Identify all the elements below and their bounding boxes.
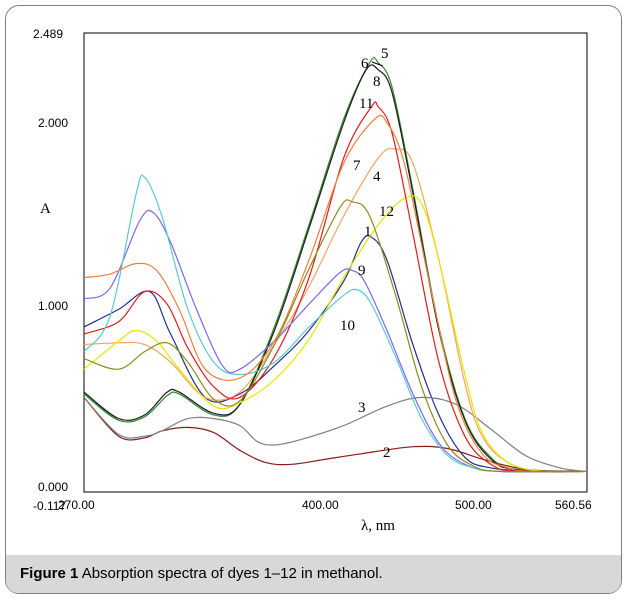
series-line-1 bbox=[83, 234, 587, 473]
caption-label: Figure 1 bbox=[20, 565, 79, 582]
curve-label-6: 6 bbox=[361, 56, 369, 72]
x-tick-label: 270.00 bbox=[58, 498, 95, 512]
curve-label-11: 11 bbox=[359, 96, 373, 112]
curve-label-8: 8 bbox=[373, 74, 381, 90]
curve-label-9: 9 bbox=[358, 263, 366, 279]
figure-caption: Figure 1 Absorption spectra of dyes 1–12… bbox=[20, 565, 383, 582]
y-axis-label: A bbox=[40, 201, 51, 217]
y-tick-label: 2.489 bbox=[33, 27, 63, 41]
curve-label-5: 5 bbox=[381, 46, 389, 62]
plot-frame bbox=[83, 32, 588, 493]
x-tick-label: 500.00 bbox=[455, 498, 492, 512]
y-tick-label: 2.000 bbox=[38, 116, 68, 130]
y-tick-label: -0.117 bbox=[33, 499, 66, 513]
curve-label-10: 10 bbox=[340, 318, 355, 334]
series-line-10 bbox=[83, 174, 587, 473]
series-line-12 bbox=[83, 199, 587, 473]
series-line-6 bbox=[83, 64, 587, 472]
curve-label-12: 12 bbox=[379, 204, 394, 220]
series-line-5 bbox=[83, 56, 587, 472]
x-tick-label: 400.00 bbox=[302, 498, 339, 512]
curve-label-1: 1 bbox=[364, 224, 372, 240]
curve-label-4: 4 bbox=[373, 169, 381, 185]
curve-label-6-leader bbox=[371, 61, 384, 67]
x-axis-label: λ, nm bbox=[361, 518, 395, 534]
series-line-2 bbox=[83, 397, 587, 473]
series-line-4 bbox=[83, 147, 587, 473]
figure-frame bbox=[5, 5, 622, 594]
x-tick-label: 560.56 bbox=[555, 498, 592, 512]
y-tick-label: 0.000 bbox=[38, 480, 68, 494]
series-line-3 bbox=[83, 396, 587, 472]
caption-band bbox=[6, 555, 621, 593]
series-line-7 bbox=[83, 195, 587, 473]
series-line-8 bbox=[83, 101, 587, 473]
series-line-11 bbox=[83, 114, 587, 473]
curves-group bbox=[83, 56, 587, 473]
series-line-9 bbox=[83, 209, 587, 473]
curve-label-2: 2 bbox=[383, 445, 391, 461]
curve-label-3: 3 bbox=[358, 400, 366, 416]
curve-label-7: 7 bbox=[353, 158, 361, 174]
caption-text: Absorption spectra of dyes 1–12 in metha… bbox=[78, 565, 383, 582]
y-tick-label: 1.000 bbox=[38, 299, 68, 313]
